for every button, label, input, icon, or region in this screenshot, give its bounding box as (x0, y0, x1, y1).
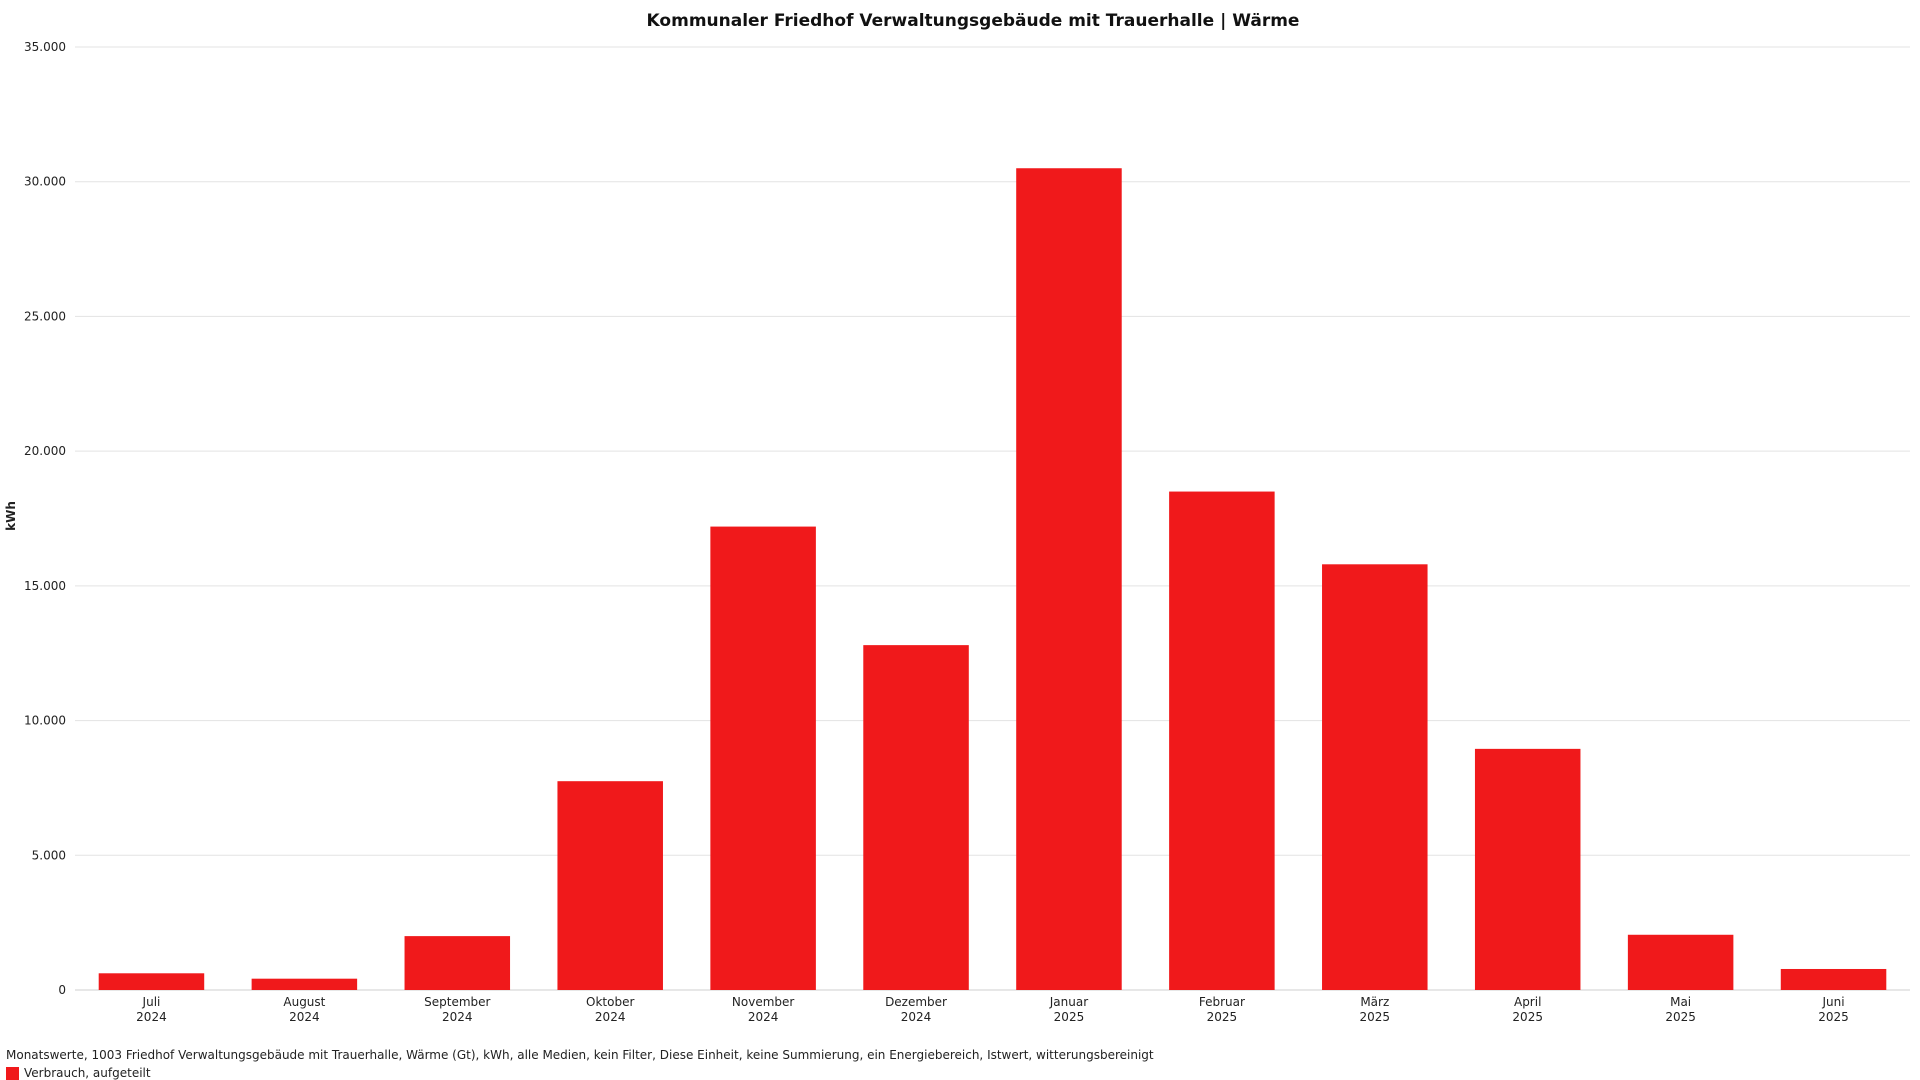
y-tick-label: 30.000 (24, 175, 66, 189)
y-tick-label: 5.000 (32, 848, 66, 862)
bar-dezember-2024[interactable] (863, 645, 969, 990)
legend[interactable]: Verbrauch, aufgeteilt (6, 1066, 151, 1080)
bar-november-2024[interactable] (710, 526, 816, 990)
y-tick-label: 35.000 (24, 40, 66, 54)
bar-märz-2025[interactable] (1322, 564, 1428, 990)
x-tick-label-year: 2025 (1665, 1010, 1696, 1024)
x-tick-label-month: November (732, 995, 794, 1009)
legend-label: Verbrauch, aufgeteilt (24, 1066, 151, 1080)
bar-oktober-2024[interactable] (557, 781, 663, 990)
x-tick-label-month: Januar (1049, 995, 1088, 1009)
x-tick-label-year: 2025 (1207, 1010, 1238, 1024)
y-tick-label: 15.000 (24, 579, 66, 593)
x-tick-label-year: 2024 (136, 1010, 167, 1024)
x-tick-label-year: 2024 (748, 1010, 779, 1024)
bar-februar-2025[interactable] (1169, 491, 1275, 990)
x-tick-label-year: 2024 (901, 1010, 932, 1024)
x-tick-label-month: Dezember (885, 995, 947, 1009)
x-tick-label-month: Februar (1199, 995, 1245, 1009)
bar-januar-2025[interactable] (1016, 168, 1122, 990)
x-tick-label-year: 2025 (1054, 1010, 1085, 1024)
y-tick-label: 20.000 (24, 444, 66, 458)
bar-juli-2024[interactable] (98, 973, 205, 990)
x-tick-label-month: Oktober (586, 995, 634, 1009)
bars (98, 168, 1887, 990)
x-tick-label-month: Juli (142, 995, 161, 1009)
x-axis-ticks: Juli2024August2024September2024Oktober20… (136, 995, 1849, 1024)
bar-april-2025[interactable] (1474, 748, 1581, 990)
bar-september-2024[interactable] (404, 936, 511, 990)
bar-mai-2025[interactable] (1627, 934, 1734, 990)
gridlines (75, 46, 1910, 991)
x-tick-label-year: 2024 (289, 1010, 320, 1024)
x-tick-label-year: 2025 (1512, 1010, 1543, 1024)
y-axis-ticks: 0 5.000 10.000 15.000 20.000 25.000 30.000 35.0… (24, 40, 66, 997)
x-tick-label-month: April (1514, 995, 1541, 1009)
x-tick-label-year: 2025 (1818, 1010, 1849, 1024)
bar-juni-2025[interactable] (1780, 968, 1887, 990)
x-tick-label-month: März (1360, 995, 1389, 1009)
x-tick-label-year: 2024 (442, 1010, 473, 1024)
y-tick-label: 10.000 (24, 714, 66, 728)
x-tick-label-month: August (283, 995, 325, 1009)
y-tick-label: 25.000 (24, 309, 66, 323)
y-tick-label: 0 (58, 983, 66, 997)
x-tick-label-month: September (424, 995, 490, 1009)
bar-august-2024[interactable] (251, 978, 358, 990)
chart-footnote: Monatswerte, 1003 Friedhof Verwaltungsge… (6, 1048, 1154, 1062)
legend-swatch (6, 1066, 19, 1080)
y-axis-label: kWh (4, 501, 18, 531)
x-tick-label-month: Juni (1821, 995, 1844, 1009)
x-tick-label-year: 2025 (1360, 1010, 1391, 1024)
x-tick-label-month: Mai (1670, 995, 1691, 1009)
x-tick-label-year: 2024 (595, 1010, 626, 1024)
chart-title: Kommunaler Friedhof Verwaltungsgebäude m… (647, 11, 1300, 31)
